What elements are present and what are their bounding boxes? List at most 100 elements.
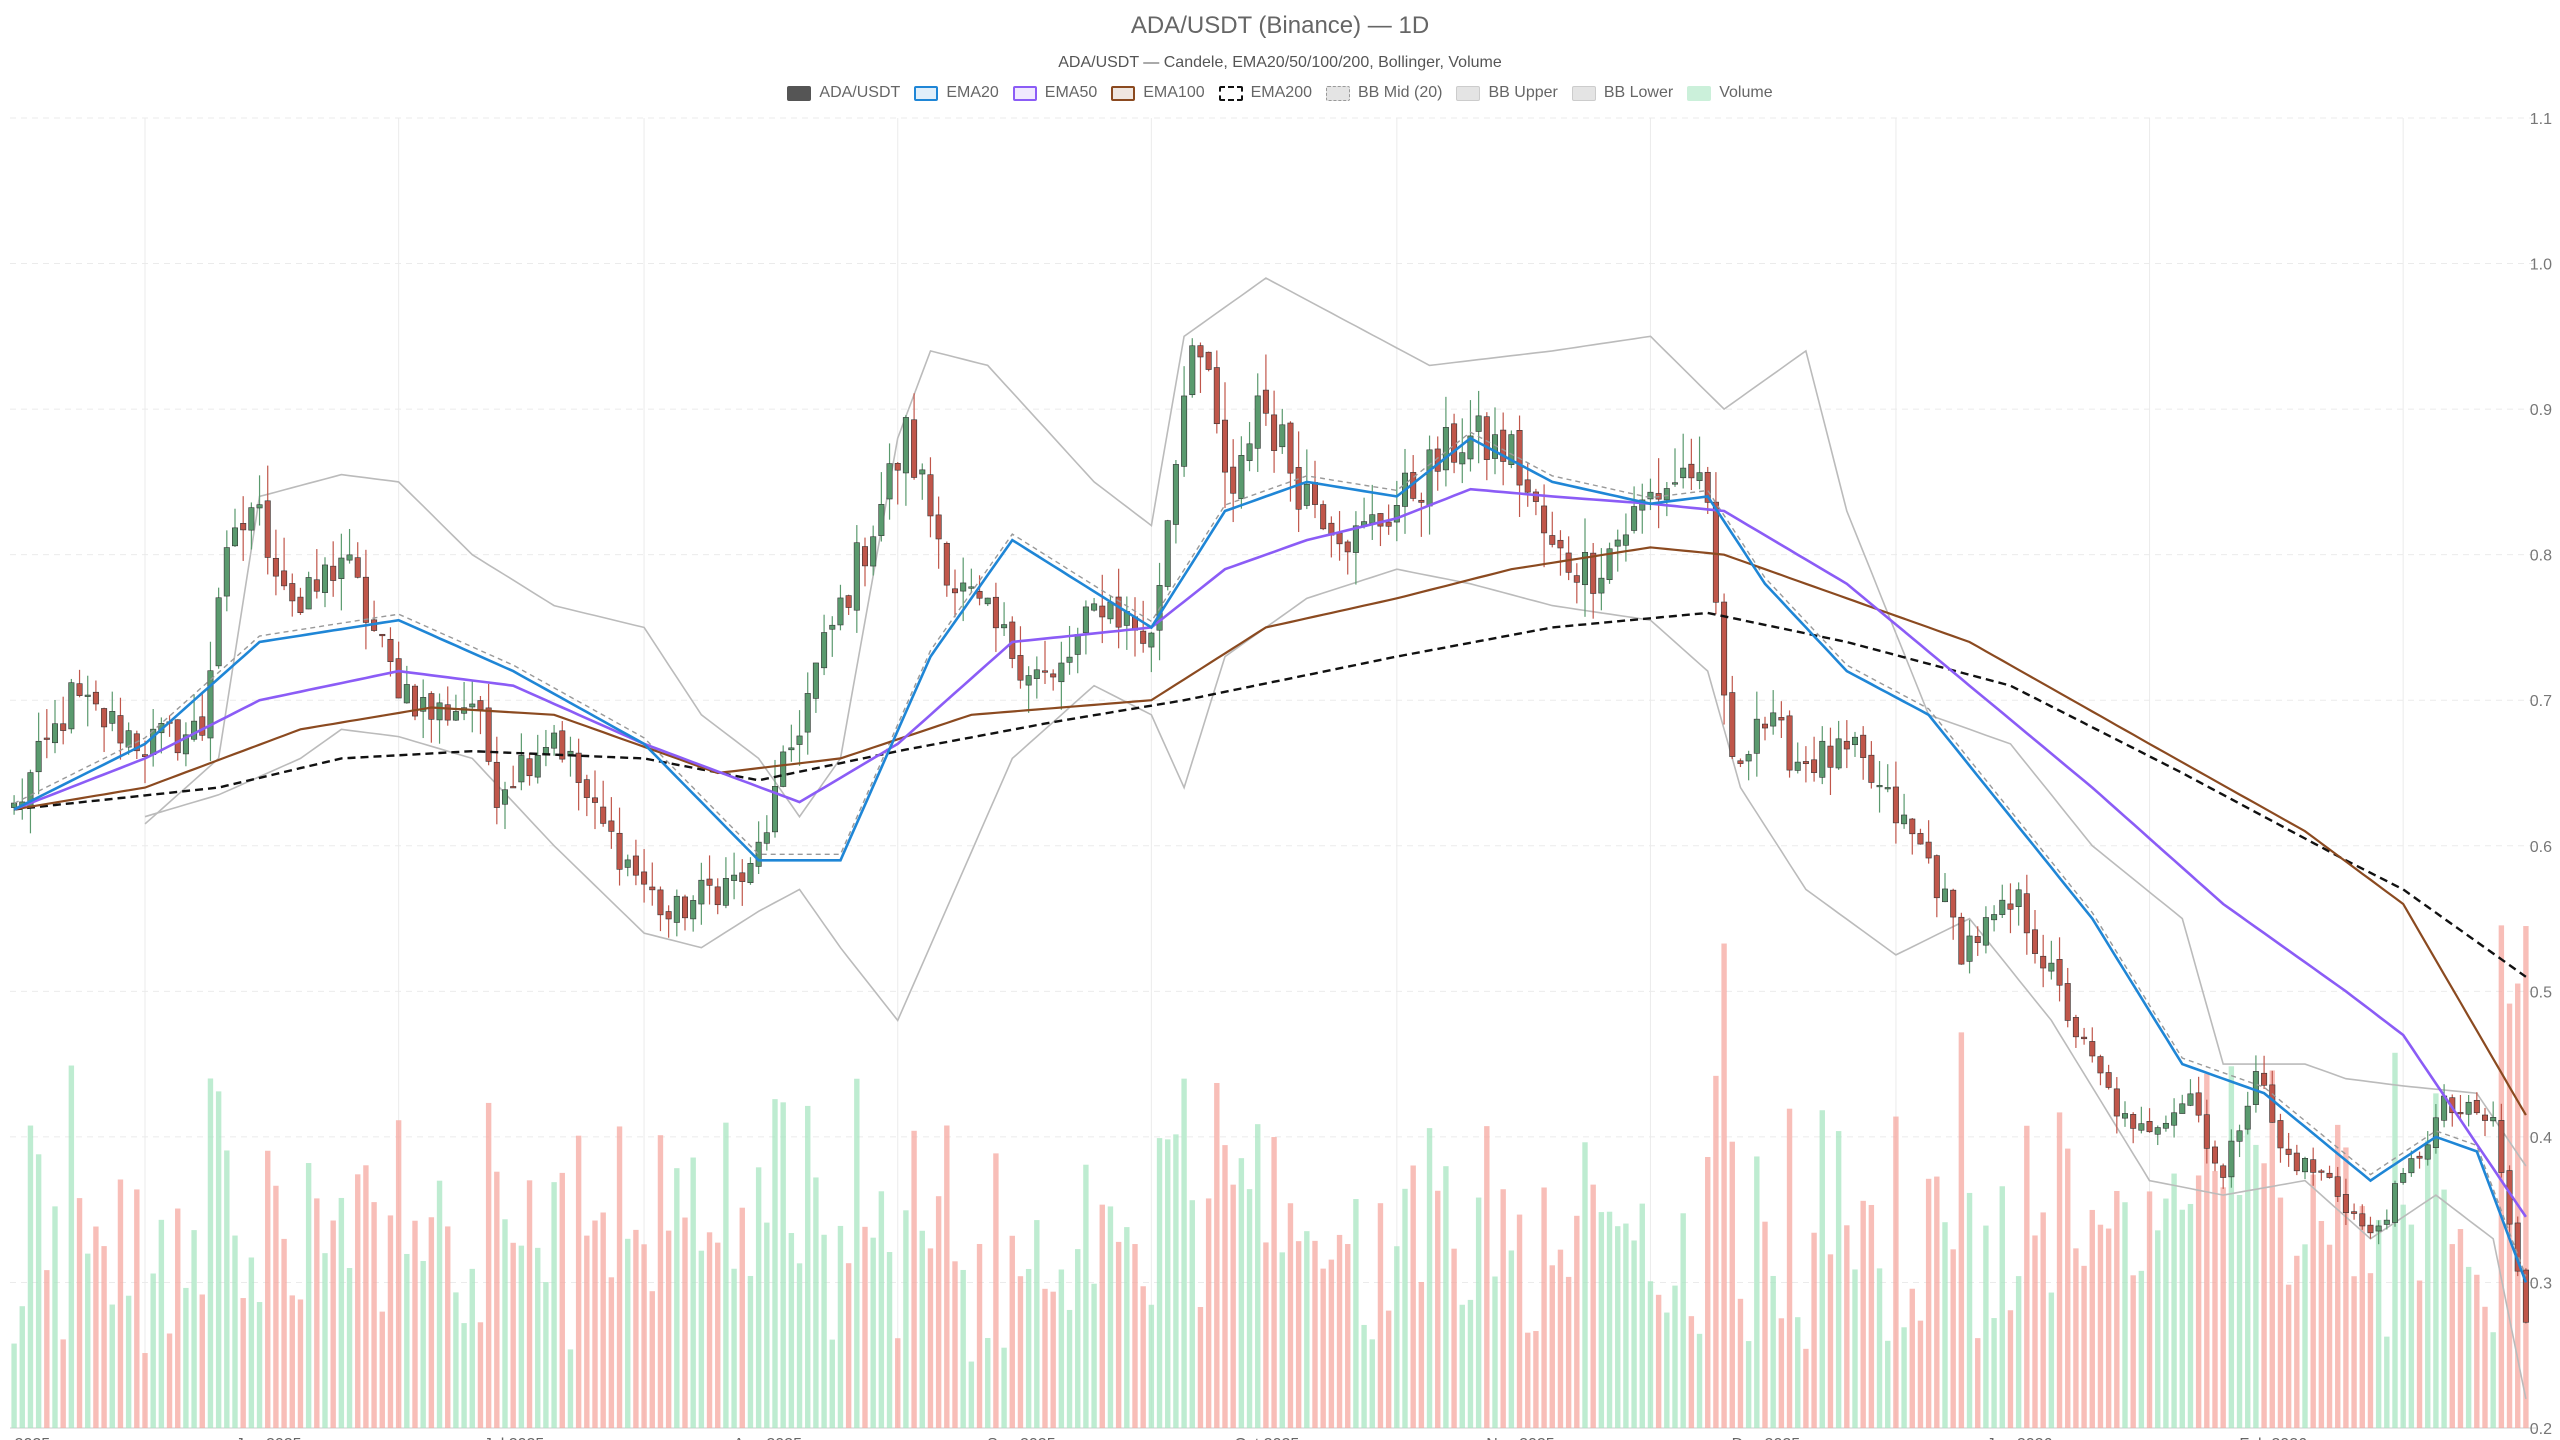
candle — [681, 894, 688, 931]
candle-body — [109, 711, 116, 724]
legend-item-volume[interactable]: Volume — [1687, 84, 1773, 102]
volume-bar — [2122, 1202, 2128, 1428]
candle — [1901, 793, 1908, 829]
volume-bar — [1189, 1200, 1195, 1428]
volume-bar — [1369, 1339, 1375, 1428]
volume-bar — [2130, 1275, 2136, 1428]
candle-body — [1802, 761, 1809, 765]
volume-bar — [2302, 1244, 2308, 1428]
legend-item-ada-usdt[interactable]: ADA/USDT — [787, 84, 900, 102]
candle — [2277, 1113, 2284, 1163]
candle-body — [1442, 427, 1449, 471]
volume-bar — [1312, 1240, 1318, 1428]
volume-bar — [706, 1232, 713, 1428]
candle-body — [1467, 435, 1474, 460]
candle — [43, 709, 50, 759]
candle — [600, 780, 607, 827]
x-tick-label: Feb 2026 — [2239, 1436, 2307, 1440]
candle-body — [2416, 1155, 2423, 1159]
candle — [1295, 431, 1302, 533]
candle-body — [2040, 955, 2047, 969]
volume-bar — [968, 1361, 975, 1428]
candle — [731, 852, 738, 900]
candle-body — [207, 670, 214, 739]
candle — [2310, 1147, 2317, 1186]
volume-bar — [150, 1273, 156, 1428]
candle-body — [591, 797, 598, 803]
candle-body — [1524, 479, 1531, 493]
candle-body — [1721, 601, 1728, 696]
candle-body — [1344, 541, 1351, 553]
volume-bar — [837, 1225, 844, 1428]
candle-body — [1262, 389, 1269, 414]
candle — [223, 530, 230, 612]
volume-bar — [1819, 1110, 1825, 1428]
candle-body — [477, 700, 484, 710]
candle — [1688, 438, 1695, 491]
candle-body — [1475, 415, 1482, 432]
volume-bar — [1173, 1134, 1179, 1428]
volume-bar — [142, 1353, 148, 1428]
candle-body — [256, 504, 263, 509]
legend-item-bb-lower[interactable]: BB Lower — [1571, 84, 1673, 102]
volume-bar — [240, 1298, 246, 1428]
volume-bar — [1042, 1288, 1048, 1428]
legend-item-ema50[interactable]: EMA50 — [1012, 84, 1097, 102]
volume-bar — [2138, 1270, 2145, 1428]
candle — [2113, 1077, 2120, 1134]
candle-body — [2171, 1112, 2178, 1126]
legend-label: Volume — [1719, 84, 1773, 101]
legend-label: EMA100 — [1143, 84, 1205, 101]
candle — [1958, 912, 1965, 965]
candle-body — [1794, 761, 1801, 771]
candle-body — [1958, 916, 1965, 965]
y-tick-label: 1.0 — [2530, 257, 2552, 274]
candle — [1745, 750, 1752, 781]
candle-body — [755, 841, 762, 867]
legend-item-bb-upper[interactable]: BB Upper — [1456, 84, 1558, 102]
candle — [583, 774, 590, 817]
y-tick-label: 1.1 — [2530, 111, 2552, 128]
legend-item-ema20[interactable]: EMA20 — [914, 84, 999, 102]
x-axis: May 2025 Jun 2025 Jul 2025 Aug 2025 Sep 2025… — [0, 1436, 2307, 1440]
legend-item-bb-mid-20[interactable]: BB Mid (20) — [1326, 84, 1442, 102]
candle — [739, 859, 746, 906]
volume-bar — [2065, 1148, 2071, 1428]
volume-bar — [2318, 1221, 2325, 1428]
candle — [1475, 390, 1482, 464]
volume-bar — [2261, 1163, 2267, 1428]
candle — [1459, 418, 1466, 484]
candle-body — [2113, 1088, 2120, 1117]
candle-body — [616, 832, 623, 870]
legend-item-ema100[interactable]: EMA100 — [1111, 84, 1205, 102]
candle-body — [641, 871, 648, 885]
candle-body — [264, 500, 271, 558]
candle — [1262, 354, 1269, 426]
candle-body — [2482, 1114, 2489, 1121]
candle — [657, 886, 664, 932]
candle-body — [518, 755, 525, 783]
volume-bar — [616, 1126, 623, 1428]
candle — [2023, 874, 2030, 955]
candle-body — [600, 806, 607, 824]
volume-bar — [215, 1091, 222, 1428]
candle — [935, 496, 942, 569]
volume-bar — [1287, 1203, 1294, 1428]
candle — [755, 821, 762, 874]
candle — [1082, 600, 1089, 655]
candle-body — [714, 886, 721, 906]
candle — [1590, 542, 1597, 619]
candle-body — [1271, 414, 1278, 451]
volume-bar — [2073, 1248, 2079, 1428]
volume-bar — [1263, 1242, 1269, 1428]
candle — [665, 905, 672, 938]
candle-body — [1025, 675, 1032, 686]
volume-bar — [2433, 1093, 2439, 1428]
volume-bar — [1680, 1213, 1686, 1428]
candle-body — [1852, 736, 1859, 746]
volume-bar — [2326, 1244, 2333, 1428]
volume-bar — [355, 1174, 361, 1428]
legend-item-ema200[interactable]: EMA200 — [1218, 84, 1312, 102]
candle-body — [992, 596, 999, 629]
candle — [1238, 436, 1245, 509]
